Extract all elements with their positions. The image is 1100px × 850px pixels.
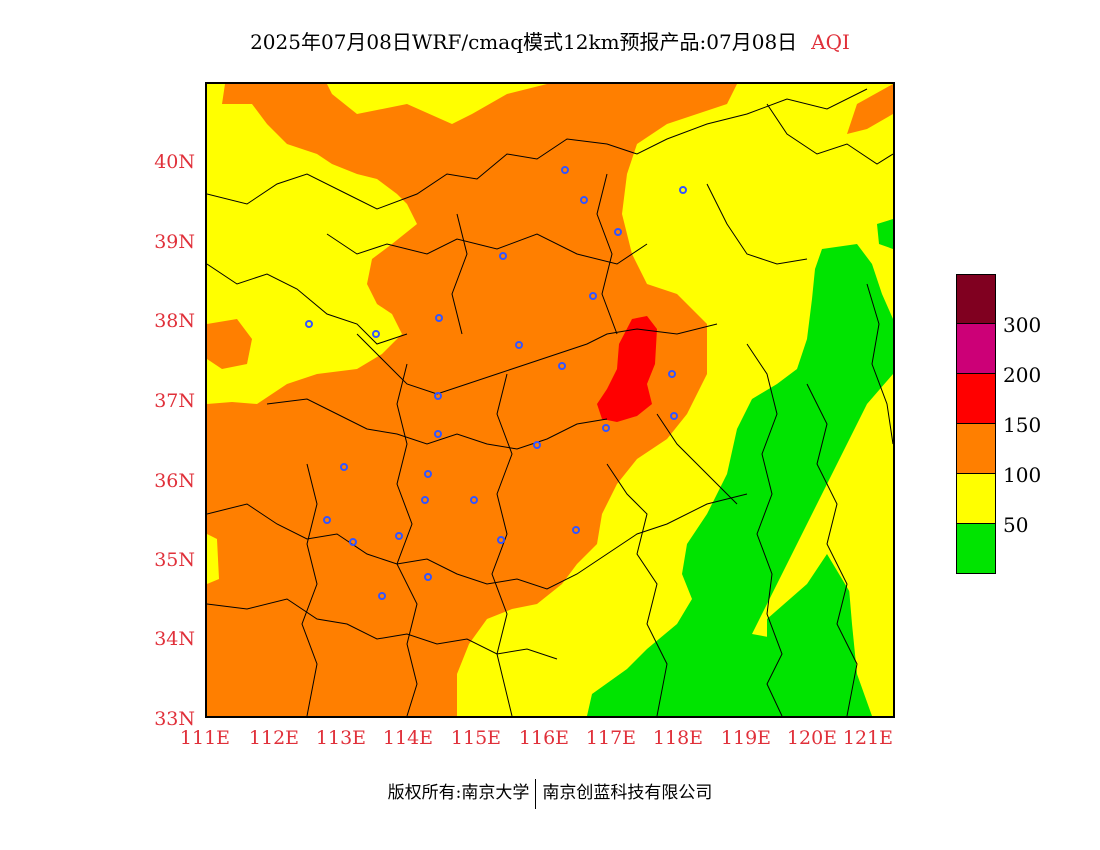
city-marker xyxy=(378,592,386,600)
lat-label: 39N xyxy=(154,231,195,253)
city-marker xyxy=(589,292,597,300)
lon-label: 112E xyxy=(248,727,300,749)
legend-swatch-good xyxy=(956,524,996,574)
city-marker xyxy=(679,186,687,194)
lat-label: 36N xyxy=(154,470,195,492)
region-usg-northeast xyxy=(847,84,893,134)
legend-label: 300 xyxy=(1003,313,1042,337)
legend-swatch-very-unhealthy xyxy=(956,324,996,374)
lon-label: 111E xyxy=(179,727,231,749)
city-marker xyxy=(614,228,622,236)
admin-boundaries xyxy=(207,88,893,716)
lat-label: 40N xyxy=(154,151,195,173)
aqi-map xyxy=(205,82,895,718)
city-markers xyxy=(305,166,687,600)
lon-label: 114E xyxy=(382,727,434,749)
city-marker xyxy=(533,441,541,449)
city-marker xyxy=(470,496,478,504)
lat-label: 38N xyxy=(154,310,195,332)
copyright-footer: 版权所有:南京大学 南京创蓝科技有限公司 xyxy=(0,778,1100,809)
region-good xyxy=(587,244,893,716)
lat-label: 37N xyxy=(154,390,195,412)
city-marker xyxy=(580,196,588,204)
lon-label: 121E xyxy=(842,727,894,749)
city-marker xyxy=(349,538,357,546)
lon-label: 119E xyxy=(720,727,772,749)
city-marker xyxy=(305,320,313,328)
region-unhealthy xyxy=(597,316,657,422)
region-usg-west xyxy=(207,319,252,369)
lon-label: 115E xyxy=(450,727,502,749)
city-marker xyxy=(515,341,523,349)
lat-label: 35N xyxy=(154,549,195,571)
lat-label: 33N xyxy=(154,708,195,730)
city-marker xyxy=(602,424,610,432)
region-good-south xyxy=(767,554,867,716)
region-usg xyxy=(207,84,737,716)
footer-right: 南京创蓝科技有限公司 xyxy=(542,783,713,803)
city-marker xyxy=(561,166,569,174)
title-main: 2025年07月08日WRF/cmaq模式12km预报产品:07月08日 xyxy=(250,30,798,54)
lon-label: 120E xyxy=(786,727,838,749)
city-marker xyxy=(434,430,442,438)
lat-label: 34N xyxy=(154,628,195,650)
city-marker xyxy=(421,496,429,504)
city-marker xyxy=(424,470,432,478)
aqi-legend xyxy=(956,274,996,574)
legend-label: 200 xyxy=(1003,363,1042,387)
city-marker xyxy=(558,362,566,370)
city-marker xyxy=(434,392,442,400)
aqi-map-canvas xyxy=(207,84,893,716)
title-variable: AQI xyxy=(811,30,850,54)
city-marker xyxy=(670,412,678,420)
legend-swatch-usg xyxy=(956,424,996,474)
lon-label: 116E xyxy=(518,727,570,749)
city-marker xyxy=(668,370,676,378)
legend-swatch-moderate xyxy=(956,474,996,524)
lon-label: 118E xyxy=(652,727,704,749)
city-marker xyxy=(395,532,403,540)
city-marker xyxy=(340,463,348,471)
legend-label: 50 xyxy=(1003,513,1029,537)
footer-left: 版权所有:南京大学 xyxy=(387,783,530,803)
region-good-coast xyxy=(877,219,893,249)
legend-label: 100 xyxy=(1003,463,1042,487)
city-marker xyxy=(424,573,432,581)
footer-divider xyxy=(535,778,537,809)
city-marker xyxy=(497,536,505,544)
city-marker xyxy=(499,252,507,260)
legend-swatch-hazardous xyxy=(956,274,996,324)
legend-swatch-unhealthy xyxy=(956,374,996,424)
city-marker xyxy=(323,516,331,524)
lon-label: 113E xyxy=(315,727,367,749)
legend-label: 150 xyxy=(1003,413,1042,437)
lon-label: 117E xyxy=(585,727,637,749)
city-marker xyxy=(435,314,443,322)
map-title: 2025年07月08日WRF/cmaq模式12km预报产品:07月08日 AQI xyxy=(0,26,1100,55)
city-marker xyxy=(572,526,580,534)
region-moderate-coast xyxy=(847,464,893,716)
city-marker xyxy=(372,330,380,338)
